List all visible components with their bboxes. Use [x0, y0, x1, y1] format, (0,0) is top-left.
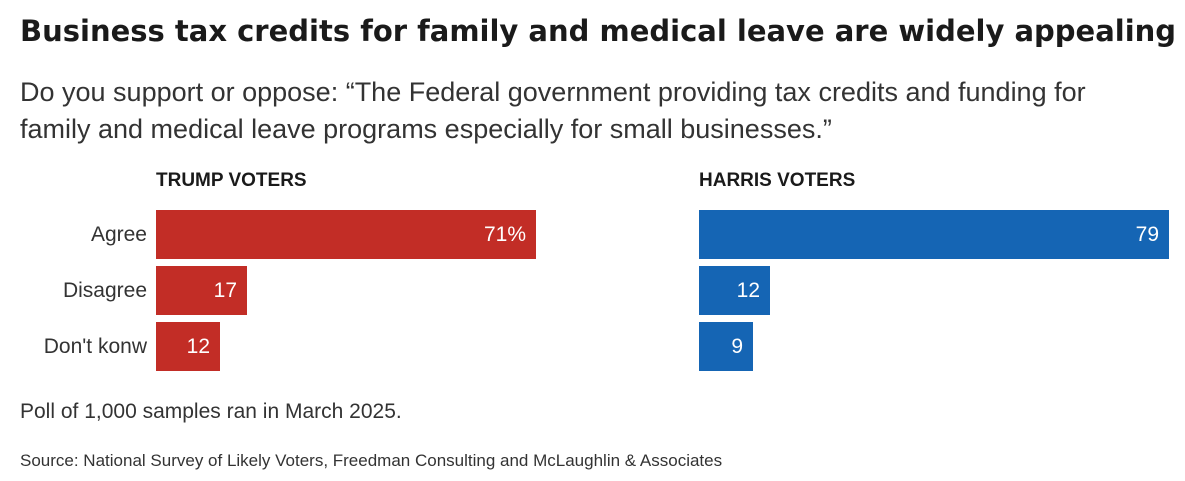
trump-bar-disagree: 17	[156, 266, 247, 315]
bar-value-label: 9	[731, 334, 743, 358]
bar-value-label: 12	[186, 334, 210, 358]
bar-value-label: 71%	[483, 222, 526, 246]
source-note: Source: National Survey of Likely Voters…	[20, 451, 723, 470]
category-label-don-t-konw: Don't konw	[43, 334, 147, 358]
harris-voters-panel: HARRIS VOTERS 79 12 9	[699, 170, 1169, 380]
bar-value-label: 12	[736, 278, 760, 302]
harris-bar-don-t-konw: 9	[699, 322, 753, 371]
category-label-agree: Agree	[90, 222, 147, 246]
chart-subtitle: Do you support or oppose: “The Federal g…	[20, 77, 1086, 144]
panel-title-harris: HARRIS VOTERS	[699, 170, 856, 191]
panel-title-trump: TRUMP VOTERS	[156, 170, 307, 191]
category-label-disagree: Disagree	[62, 278, 147, 302]
bar-value-label: 79	[1135, 222, 1159, 246]
trump-bar-agree: 71%	[156, 210, 536, 259]
harris-bar-disagree: 12	[699, 266, 770, 315]
trump-bar-don-t-konw: 12	[156, 322, 220, 371]
chart-title: Business tax credits for family and medi…	[20, 14, 1177, 48]
poll-note: Poll of 1,000 samples ran in March 2025.	[20, 400, 402, 423]
bar-value-label: 17	[213, 278, 237, 302]
trump-voters-panel: TRUMP VOTERS Agree 71% Disagree 17 Don't kon…	[44, 170, 579, 380]
harris-bar-agree: 79	[699, 210, 1169, 259]
